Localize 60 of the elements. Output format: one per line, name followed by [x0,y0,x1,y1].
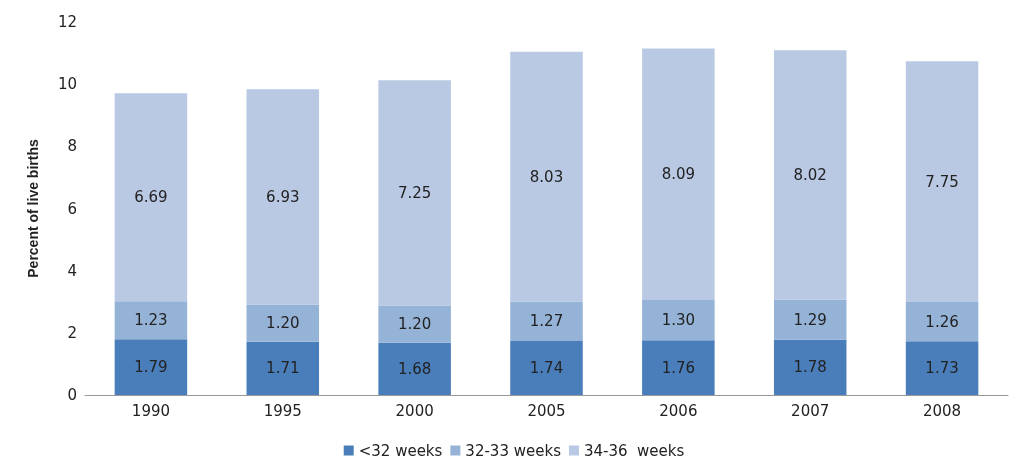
bar [642,340,715,395]
bar [246,304,320,342]
data-label: 1.26 [925,312,959,331]
bar [642,299,715,341]
bar [378,80,451,306]
data-label: 1.27 [529,312,564,331]
data-label: 6.93 [266,187,300,206]
bar [114,339,188,395]
data-label: 8.09 [661,165,696,184]
data-label: 1.29 [793,310,827,329]
data-label: 1.20 [266,314,300,333]
bar [905,341,979,395]
bar [642,48,715,300]
data-label: 1.74 [529,358,564,377]
data-label: 1.20 [397,315,432,334]
bar [773,299,847,340]
x-tick-label: 2008 [922,401,962,420]
y-axis-title: Percent of live births [25,139,41,278]
x-tick-label: 2000 [395,401,434,420]
x-tick-label: 2007 [791,401,830,420]
data-label: 1.76 [661,358,696,377]
x-tick-label: 1990 [131,401,171,420]
bar [114,301,188,340]
data-label: 1.79 [134,358,168,377]
legend-label: 32-33 weeks [465,441,562,460]
legend-label: <32 weeks [358,441,443,460]
bar [510,301,583,341]
x-tick-label: 2006 [659,401,698,420]
y-tick-label: 12 [57,13,77,31]
data-label: 1.30 [661,311,696,330]
data-label: 7.75 [925,172,959,191]
data-label: 1.68 [397,359,432,378]
data-label: 1.71 [266,359,300,378]
bar [510,340,583,395]
data-label: 7.25 [397,183,432,202]
y-tick-label: 8 [67,137,77,156]
bar [905,61,979,303]
y-tick-label: 4 [67,261,77,280]
data-label: 8.03 [529,167,564,186]
bar [510,51,583,302]
data-label: 1.78 [793,358,827,377]
legend-label: 34-36 weeks [583,441,685,460]
data-label: 6.69 [134,188,168,207]
data-label: 1.23 [134,311,168,330]
y-tick-label: 2 [67,323,77,342]
bar [246,341,320,395]
x-tick-label: 2005 [527,401,566,420]
data-label: 1.73 [925,359,959,378]
bar [378,305,451,343]
y-tick-label: 6 [67,199,77,218]
bar [773,339,847,395]
bar [246,89,320,305]
data-label: 8.02 [793,165,827,184]
bar [905,302,979,342]
bar [114,93,188,302]
bar [773,50,847,300]
y-tick-label: 0 [67,386,77,404]
bar [378,342,451,395]
y-tick-label: 10 [57,75,77,94]
x-tick-label: 1995 [263,401,302,420]
